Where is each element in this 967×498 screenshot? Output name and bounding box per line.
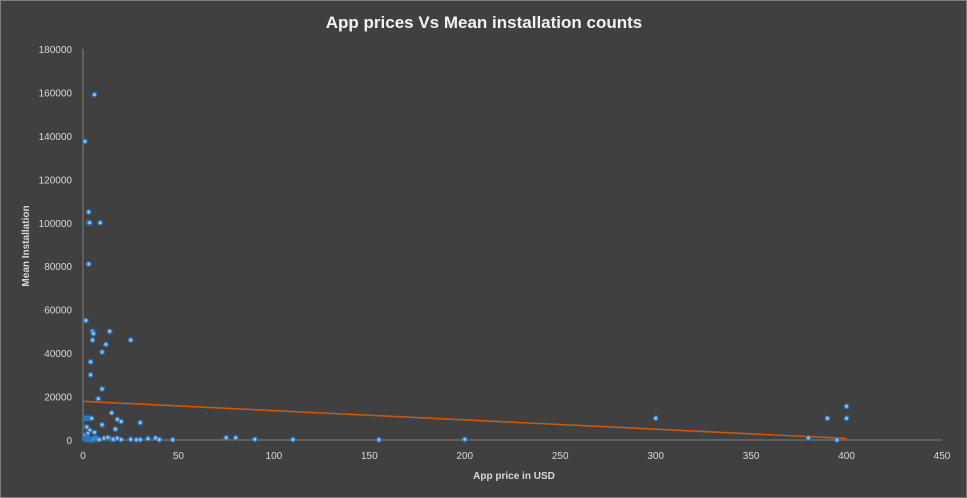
data-point bbox=[652, 415, 659, 422]
data-point bbox=[127, 337, 134, 343]
y-tick-label: 100000 bbox=[39, 219, 73, 230]
x-axis-title: App price in USD bbox=[473, 471, 555, 482]
data-point bbox=[137, 419, 144, 426]
data-point bbox=[99, 421, 105, 428]
data-point bbox=[251, 436, 258, 443]
data-point bbox=[89, 337, 96, 343]
data-point bbox=[97, 219, 104, 226]
y-tick-label: 180000 bbox=[39, 45, 73, 56]
x-tick-label: 450 bbox=[934, 451, 951, 462]
x-axis-ticks: 0 50 100 150 200 250 300 350 400 450 bbox=[80, 451, 951, 462]
y-tick-label: 80000 bbox=[44, 262, 72, 273]
x-tick-label: 50 bbox=[173, 451, 185, 462]
data-point bbox=[99, 349, 105, 355]
x-tick-label: 100 bbox=[266, 451, 283, 462]
data-point bbox=[843, 403, 850, 410]
trendline bbox=[82, 400, 847, 440]
data-point bbox=[461, 436, 468, 443]
data-point bbox=[127, 436, 134, 443]
data-point bbox=[112, 426, 119, 433]
data-point bbox=[156, 436, 163, 443]
y-tick-label: 140000 bbox=[39, 132, 73, 143]
x-tick-label: 250 bbox=[552, 451, 569, 462]
data-point bbox=[223, 434, 230, 441]
data-point bbox=[81, 138, 88, 145]
x-tick-label: 300 bbox=[647, 451, 664, 462]
data-point bbox=[805, 434, 812, 441]
data-point bbox=[96, 436, 103, 443]
data-points bbox=[81, 91, 850, 443]
data-point bbox=[834, 437, 840, 443]
data-point bbox=[88, 415, 95, 422]
data-point bbox=[232, 434, 239, 441]
x-tick-label: 150 bbox=[361, 451, 378, 462]
data-point bbox=[118, 418, 125, 425]
data-point bbox=[85, 261, 92, 267]
data-point bbox=[91, 91, 98, 98]
data-point bbox=[87, 371, 94, 378]
x-tick-label: 400 bbox=[838, 451, 855, 462]
data-point bbox=[99, 386, 105, 392]
data-point bbox=[85, 209, 92, 215]
data-point bbox=[95, 395, 102, 402]
data-point bbox=[169, 436, 176, 443]
y-axis-ticks: 0 20000 40000 60000 80000 100000 120000 140000 1… bbox=[39, 45, 73, 447]
y-tick-label: 40000 bbox=[44, 349, 72, 360]
data-point bbox=[90, 330, 97, 337]
data-point bbox=[375, 436, 382, 443]
y-tick-label: 160000 bbox=[39, 88, 73, 99]
data-point bbox=[144, 435, 151, 442]
y-tick-label: 60000 bbox=[44, 306, 72, 317]
data-point bbox=[102, 341, 109, 348]
y-tick-label: 20000 bbox=[44, 393, 72, 404]
data-point bbox=[87, 358, 94, 365]
data-point bbox=[106, 328, 113, 335]
y-tick-label: 120000 bbox=[39, 175, 73, 186]
x-tick-label: 200 bbox=[456, 451, 473, 462]
data-point bbox=[118, 436, 125, 443]
data-point bbox=[91, 429, 98, 436]
y-tick-label: 0 bbox=[66, 436, 72, 447]
data-point bbox=[108, 409, 115, 416]
x-tick-label: 350 bbox=[743, 451, 760, 462]
y-axis-title: Mean Installation bbox=[21, 205, 32, 286]
data-point bbox=[86, 219, 93, 226]
data-point bbox=[843, 415, 850, 422]
x-tick-label: 0 bbox=[80, 451, 86, 462]
chart-title: App prices Vs Mean installation counts bbox=[326, 13, 642, 32]
data-point bbox=[137, 436, 144, 443]
data-point bbox=[290, 436, 296, 443]
data-point bbox=[824, 415, 831, 422]
data-point bbox=[82, 317, 89, 324]
